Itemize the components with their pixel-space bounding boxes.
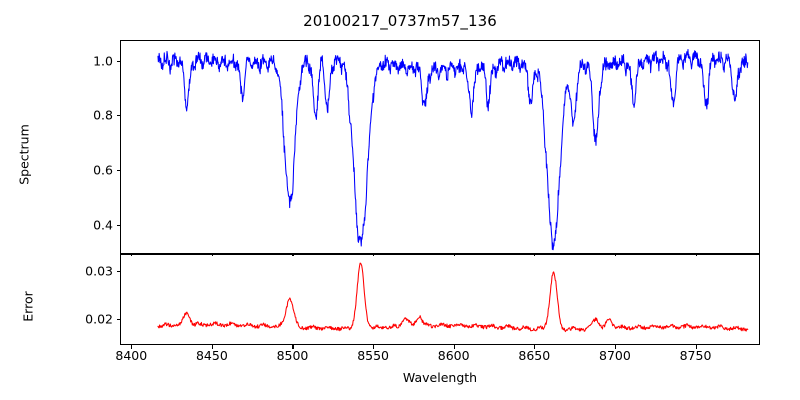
spectrum-ytick-mark bbox=[116, 115, 120, 117]
wavelength-tick-mark bbox=[131, 345, 133, 349]
spectrum-ytick-mark bbox=[116, 170, 120, 172]
spectrum-xtick-mark bbox=[453, 254, 455, 256]
wavelength-tick-label: 8500 bbox=[276, 348, 309, 363]
error-axis-label: Error bbox=[20, 291, 36, 322]
spectrum-xtick-mark bbox=[614, 254, 616, 256]
wavelength-tick-label: 8550 bbox=[357, 348, 389, 363]
spectrum-xtick-mark bbox=[211, 254, 213, 256]
wavelength-tick-label: 8700 bbox=[599, 348, 631, 363]
spectrum-xtick-mark bbox=[373, 254, 375, 256]
wavelength-tick-label: 8600 bbox=[437, 348, 470, 363]
wavelength-tick-mark bbox=[292, 345, 294, 349]
page-title: 20100217_0737m57_136 bbox=[303, 12, 497, 30]
wavelength-tick-mark bbox=[534, 345, 536, 349]
error-plot-panel bbox=[120, 254, 760, 345]
wavelength-tick-mark bbox=[373, 345, 375, 349]
wavelength-tick-mark bbox=[695, 345, 697, 349]
spectrum-data-line bbox=[121, 41, 759, 253]
spectrum-ytick-mark bbox=[116, 225, 120, 227]
error-data-line bbox=[121, 255, 759, 344]
spectrum-ytick-label: 0.8 bbox=[93, 107, 113, 123]
wavelength-tick-mark bbox=[614, 345, 616, 349]
spectrum-xtick-mark bbox=[292, 254, 294, 256]
spectrum-xtick-mark bbox=[131, 254, 133, 256]
error-ytick-mark bbox=[116, 270, 120, 272]
error-ytick-mark bbox=[116, 318, 120, 320]
wavelength-tick-label: 8650 bbox=[518, 348, 551, 363]
spectrum-plot-panel bbox=[120, 40, 760, 254]
spectrum-ytick-mark bbox=[116, 60, 120, 62]
wavelength-tick-mark bbox=[453, 345, 455, 349]
wavelength-axis-label: Wavelength bbox=[402, 370, 478, 385]
spectrum-ytick-label: 1.0 bbox=[93, 53, 113, 69]
spectrum-ytick-label: 0.6 bbox=[93, 162, 113, 178]
spectrum-axis-label: Spectrum bbox=[16, 124, 32, 185]
spectrum-xtick-mark bbox=[534, 254, 536, 256]
error-ytick-label: 0.02 bbox=[85, 311, 113, 327]
wavelength-tick-label: 8450 bbox=[195, 348, 228, 363]
wavelength-tick-mark bbox=[211, 345, 213, 349]
wavelength-tick-label: 8750 bbox=[679, 348, 712, 363]
spectrum-xtick-mark bbox=[695, 254, 697, 256]
spectrum-ytick-label: 0.4 bbox=[93, 217, 113, 233]
wavelength-tick-label: 8400 bbox=[115, 348, 148, 363]
error-ytick-label: 0.03 bbox=[85, 263, 113, 279]
